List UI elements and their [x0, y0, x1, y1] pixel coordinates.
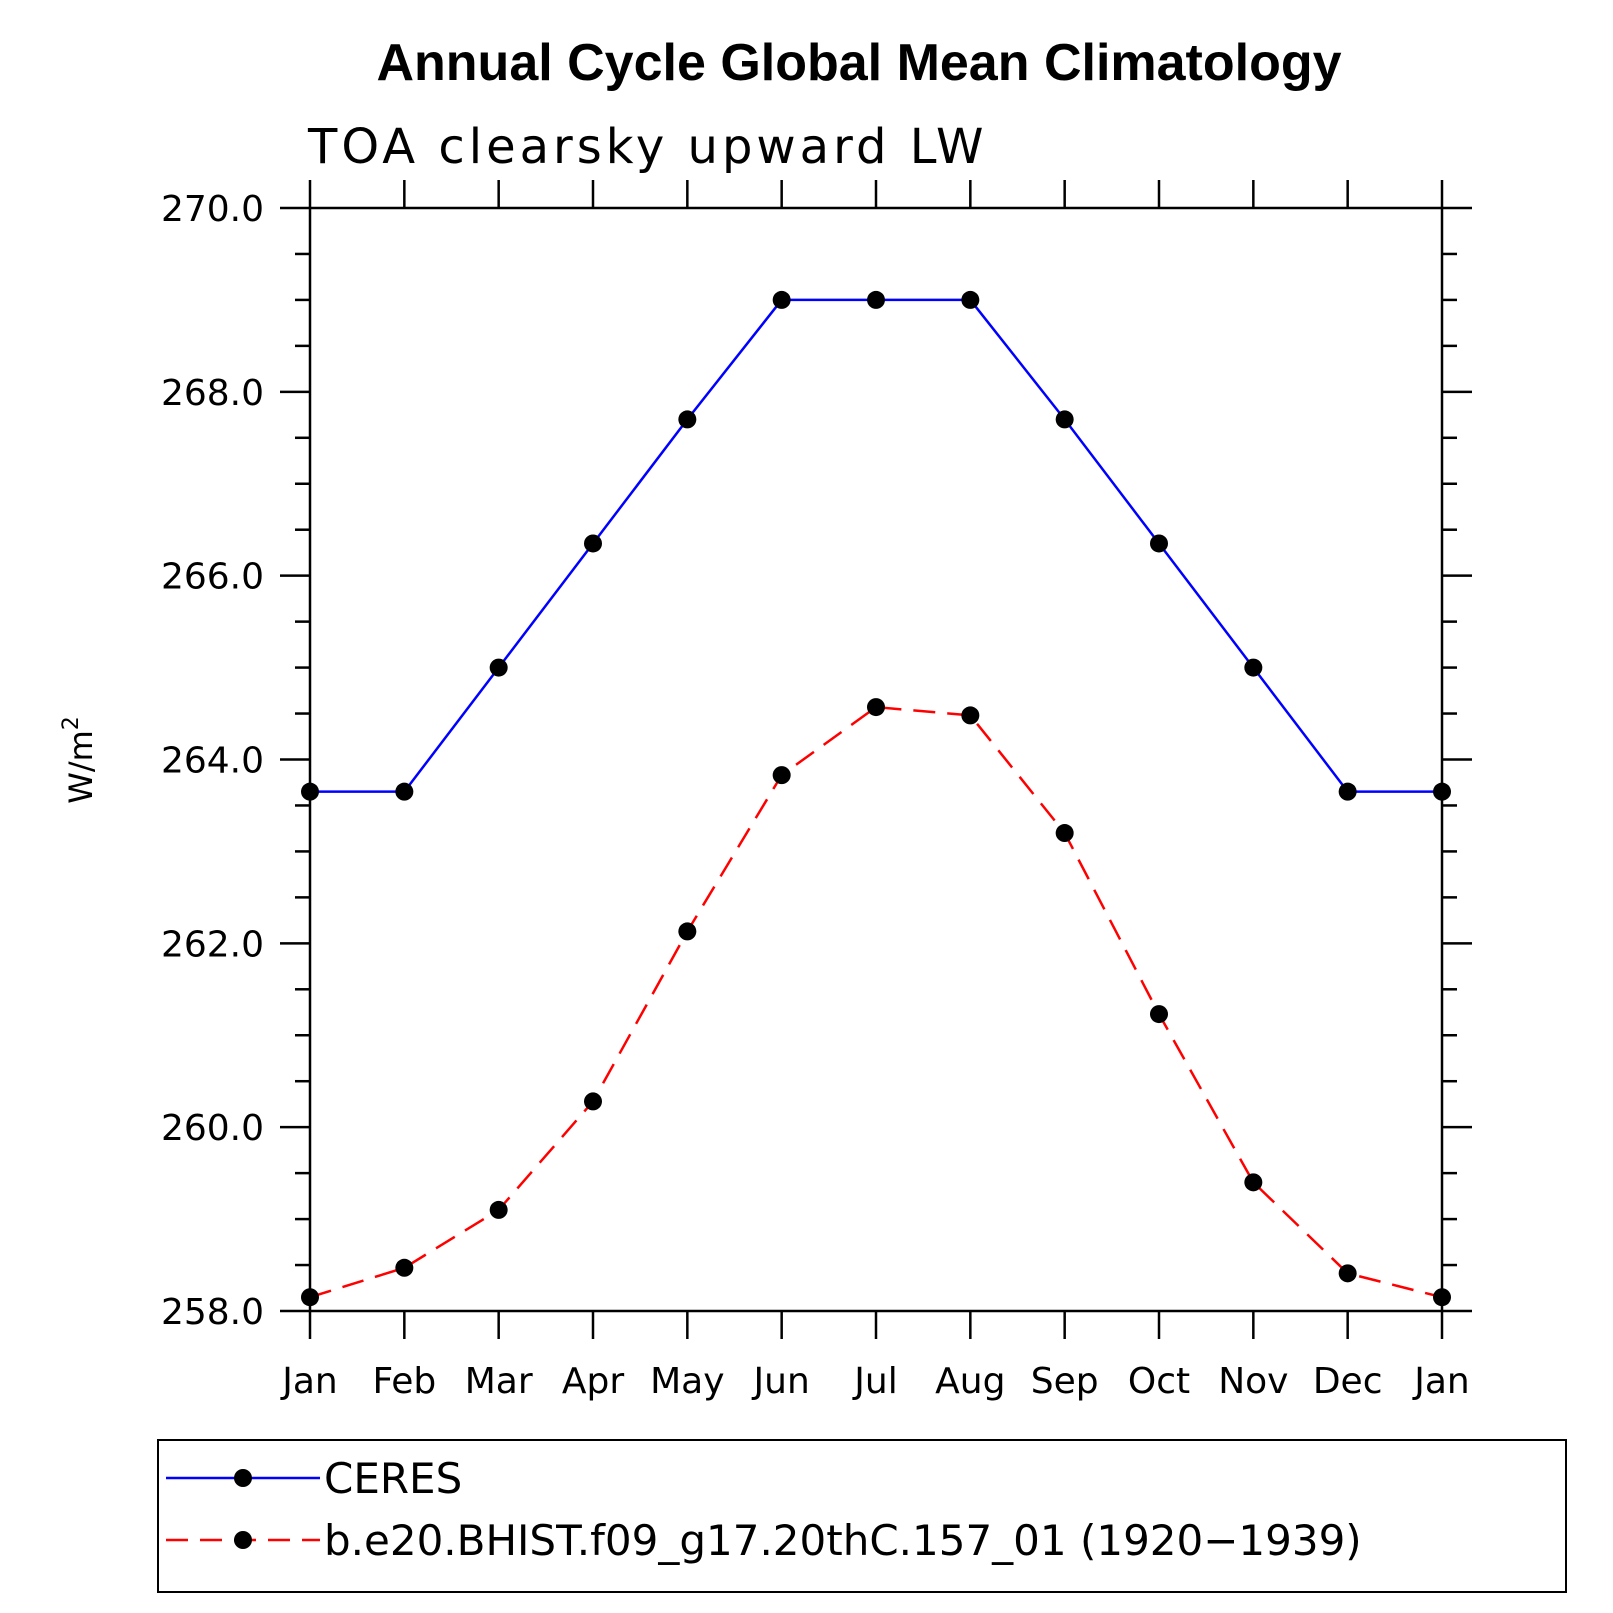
y-axis-label-text: W/m	[62, 730, 100, 804]
y-axis-label: W/m2	[59, 716, 100, 804]
x-tick-label: Oct	[1128, 1361, 1190, 1402]
series-1-point	[678, 922, 697, 941]
series-0-point	[301, 782, 319, 801]
legend-marker-0	[234, 1469, 252, 1487]
series-0-point	[1433, 782, 1451, 801]
y-axis-label-superscript: 2	[59, 716, 84, 730]
x-tick-label: Jun	[752, 1361, 810, 1402]
series-0-point	[489, 658, 508, 677]
series-1-point	[1433, 1288, 1451, 1307]
series-1-point	[1055, 824, 1074, 843]
x-tick-label: Aug	[935, 1361, 1005, 1402]
series-0-point	[1338, 782, 1357, 801]
y-tick-label: 268.0	[161, 373, 264, 414]
series-0-point	[395, 782, 414, 801]
y-tick-label: 258.0	[161, 1292, 264, 1333]
series-1-point	[395, 1258, 414, 1277]
series-0-point	[772, 290, 791, 309]
chart-title: Annual Cycle Global Mean Climatology	[376, 34, 1341, 92]
series-1-point	[489, 1200, 508, 1219]
x-tick-label: Apr	[562, 1361, 624, 1402]
series-1-point	[772, 766, 791, 785]
plot-frame	[308, 206, 1444, 1313]
series-0-point	[1055, 410, 1074, 429]
legend-box	[157, 1439, 1567, 1593]
series-0-point	[678, 410, 697, 429]
x-tick-label: Mar	[465, 1361, 533, 1402]
series-1-point	[301, 1288, 319, 1307]
x-tick-label: Feb	[372, 1361, 436, 1402]
legend-marker-1	[234, 1531, 252, 1549]
y-tick-label: 270.0	[161, 189, 264, 230]
series-0-point	[961, 290, 980, 309]
x-tick-label: Sep	[1031, 1361, 1099, 1402]
series-0-point	[1150, 534, 1168, 553]
x-tick-label: Nov	[1218, 1361, 1288, 1402]
series-1-point	[584, 1092, 602, 1111]
y-tick-label: 266.0	[161, 557, 264, 598]
series-1-point	[961, 706, 980, 725]
y-tick-label: 262.0	[161, 924, 264, 965]
series-1-point	[1150, 1005, 1168, 1024]
x-tick-label: Jan	[1412, 1361, 1470, 1402]
legend-label-1: b.e20.BHIST.f09_g17.20thC.157_01 (1920−1…	[324, 1516, 1362, 1565]
series-0-point	[867, 290, 885, 309]
x-tick-label: Dec	[1313, 1361, 1383, 1402]
series-1-point	[867, 698, 885, 717]
chart-subtitle: TOA clearsky upward LW	[307, 119, 988, 175]
series-0-point	[1244, 658, 1263, 677]
x-tick-label: Jan	[280, 1361, 338, 1402]
legend-label-0: CERES	[324, 1454, 462, 1503]
x-tick-label: Jul	[852, 1361, 897, 1402]
y-tick-label: 260.0	[161, 1108, 264, 1149]
y-tick-label: 264.0	[161, 741, 264, 782]
series-line-1	[309, 705, 1443, 1299]
svg-text:W/m2: W/m2	[59, 716, 100, 804]
series-0-point	[584, 534, 602, 553]
series-line-0	[310, 298, 1442, 793]
series-1-point	[1244, 1173, 1263, 1192]
series-1-point	[1338, 1264, 1357, 1283]
x-tick-label: May	[650, 1361, 724, 1402]
